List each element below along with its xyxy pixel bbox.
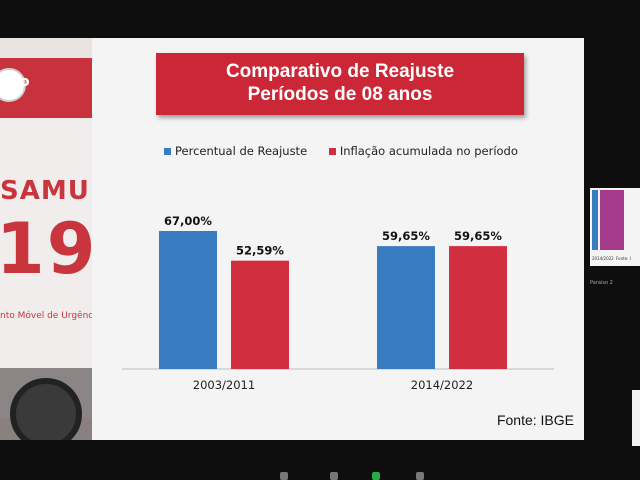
legend-label-inflacao: Inflação acumulada no período	[339, 144, 518, 158]
participant-thumbnail[interactable]: 2014/2022 Fonte: I	[590, 188, 640, 266]
right-edge-panel	[632, 390, 640, 446]
ambulance-photo: ndo SAMU 192 nto Móvel de Urgência	[0, 38, 92, 440]
ambulance-caption: nto Móvel de Urgência	[0, 311, 92, 321]
data-label-reajuste-0: 67,00%	[164, 214, 212, 228]
slide-title-line1: Comparativo de Reajuste	[225, 61, 455, 82]
thumb-date: 2014/2022	[592, 256, 614, 261]
x-tick-label-0: 2003/2011	[193, 378, 255, 392]
thumbnail-caption: Paraíso 2	[590, 280, 613, 286]
thumb-side-text: Fonte: I	[616, 256, 631, 261]
legend-swatch-blue	[164, 148, 171, 155]
thumb-bar-blue	[592, 190, 598, 250]
chart-legend: Percentual de Reajuste Inflação acumulad…	[164, 144, 536, 158]
ambulance-logo-text: ndo	[0, 74, 30, 90]
meeting-toolbar	[280, 470, 440, 480]
participants-icon[interactable]	[280, 472, 288, 480]
legend-item-inflacao: Inflação acumulada no período	[328, 144, 518, 158]
legend-swatch-red	[328, 148, 336, 155]
x-tick-label-1: 2014/2022	[411, 378, 473, 392]
ambulance-wheel	[10, 378, 82, 440]
legend-label-reajuste: Percentual de Reajuste	[175, 144, 308, 158]
bar-chart: 67,00% 52,59% 2003/2011 59,65% 59,65% 2014/20…	[122, 214, 554, 392]
data-label-reajuste-1: 59,65%	[382, 229, 430, 243]
chat-icon[interactable]	[330, 472, 338, 480]
ambulance-number: 192	[0, 208, 92, 290]
legend-item-reajuste: Percentual de Reajuste	[164, 144, 307, 158]
thumb-bar-purple	[600, 190, 624, 250]
bar-reajuste-1	[377, 246, 435, 369]
ambulance-logo	[0, 68, 26, 102]
data-label-inflacao-0: 52,59%	[236, 244, 284, 258]
data-label-inflacao-1: 59,65%	[454, 229, 502, 243]
bar-inflacao-1	[449, 246, 507, 369]
share-icon[interactable]	[372, 472, 380, 480]
bar-reajuste-0	[159, 230, 217, 369]
slide-title-line2: Períodos de 08 anos	[247, 84, 433, 105]
ambulance-samu-text: SAMU	[0, 176, 90, 206]
reactions-icon[interactable]	[416, 472, 424, 480]
slide-title-box: Comparativo de Reajuste Períodos de 08 a…	[156, 53, 524, 115]
bar-inflacao-0	[231, 260, 289, 369]
slide: Comparativo de Reajuste Períodos de 08 a…	[92, 38, 584, 440]
slide-source: Fonte: IBGE	[496, 412, 574, 428]
